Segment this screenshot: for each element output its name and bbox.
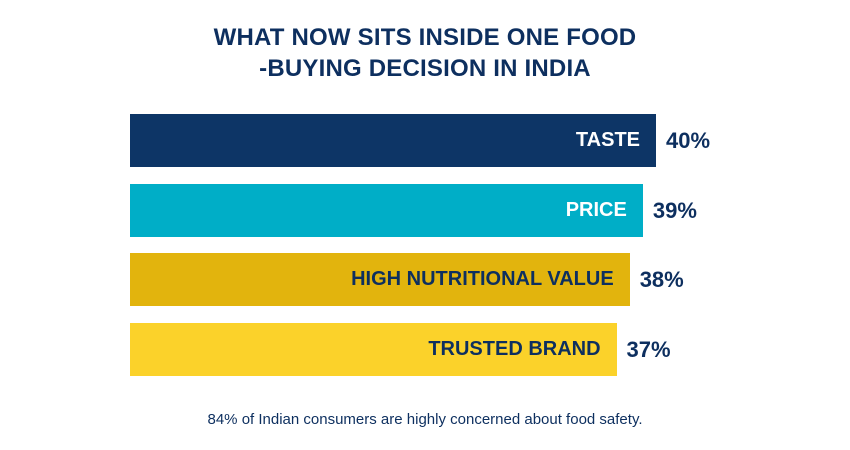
bar-value-label: 37% xyxy=(626,336,671,362)
bar-category-label: TASTE xyxy=(575,129,640,151)
bar-trusted-brand: TRUSTED BRAND xyxy=(130,322,617,376)
bar-category-label: PRICE xyxy=(565,198,627,221)
chart-footnote: 84% of Indian consumers are highly conce… xyxy=(207,411,643,428)
bar-high-nutritional-value: HIGH NUTRITIONAL VALUE xyxy=(130,253,630,306)
bar-category-label: TRUSTED BRAND xyxy=(428,337,601,360)
bar-value-label: 38% xyxy=(639,267,684,292)
chart-title-line-2: -BUYING DECISION IN INDIA xyxy=(259,55,591,82)
bar-taste: TASTE xyxy=(130,114,656,167)
bar-price: PRICE xyxy=(130,183,643,237)
bar-value-label: 40% xyxy=(666,128,711,153)
bar-value-label: 39% xyxy=(652,197,697,223)
bar-category-label: HIGH NUTRITIONAL VALUE xyxy=(351,268,614,290)
chart-title-line-1: WHAT NOW SITS INSIDE ONE FOOD xyxy=(213,24,637,51)
